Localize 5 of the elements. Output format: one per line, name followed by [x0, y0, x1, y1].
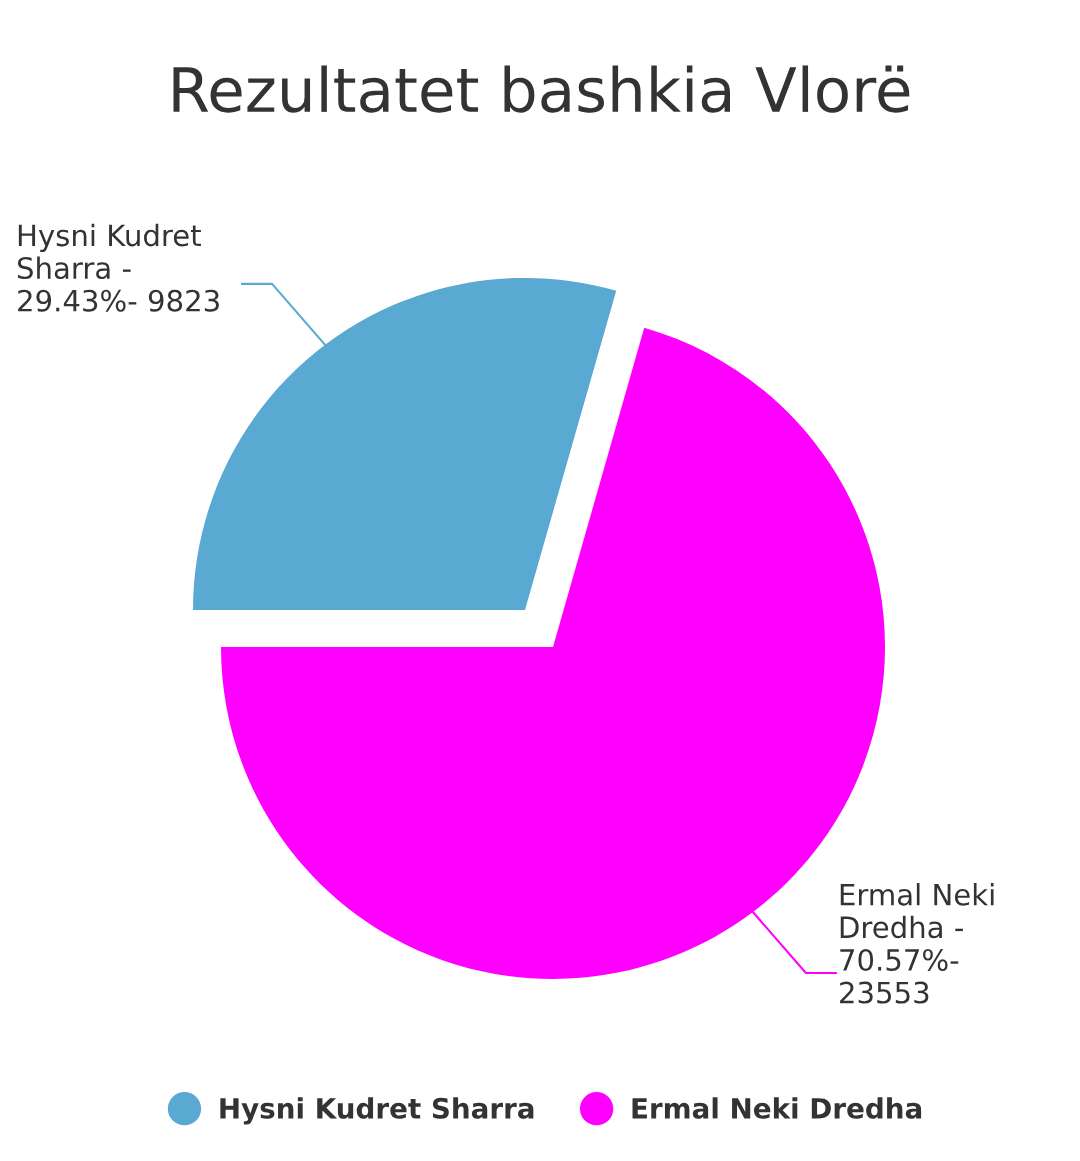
legend-label: Hysni Kudret Sharra [220, 1097, 534, 1125]
text: Ermal Neki Dredha - 70.57%- 23553 [840, 883, 994, 1004]
legend-label: Ermal Neki Dredha [632, 1097, 922, 1119]
chart-title: Rezultatet bashkia Vlorë [173, 65, 910, 113]
text: Hysni Kudret Sharra - 29.43%- 9823 [17, 223, 219, 312]
